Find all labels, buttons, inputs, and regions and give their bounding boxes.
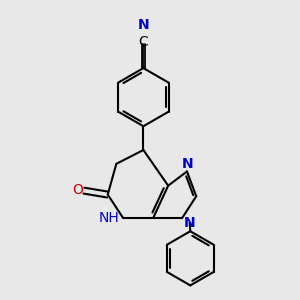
Text: O: O bbox=[72, 183, 83, 197]
Text: NH: NH bbox=[99, 211, 119, 225]
Text: N: N bbox=[182, 157, 194, 171]
Text: N: N bbox=[138, 18, 149, 32]
Text: C: C bbox=[139, 35, 148, 49]
Text: N: N bbox=[184, 216, 195, 230]
